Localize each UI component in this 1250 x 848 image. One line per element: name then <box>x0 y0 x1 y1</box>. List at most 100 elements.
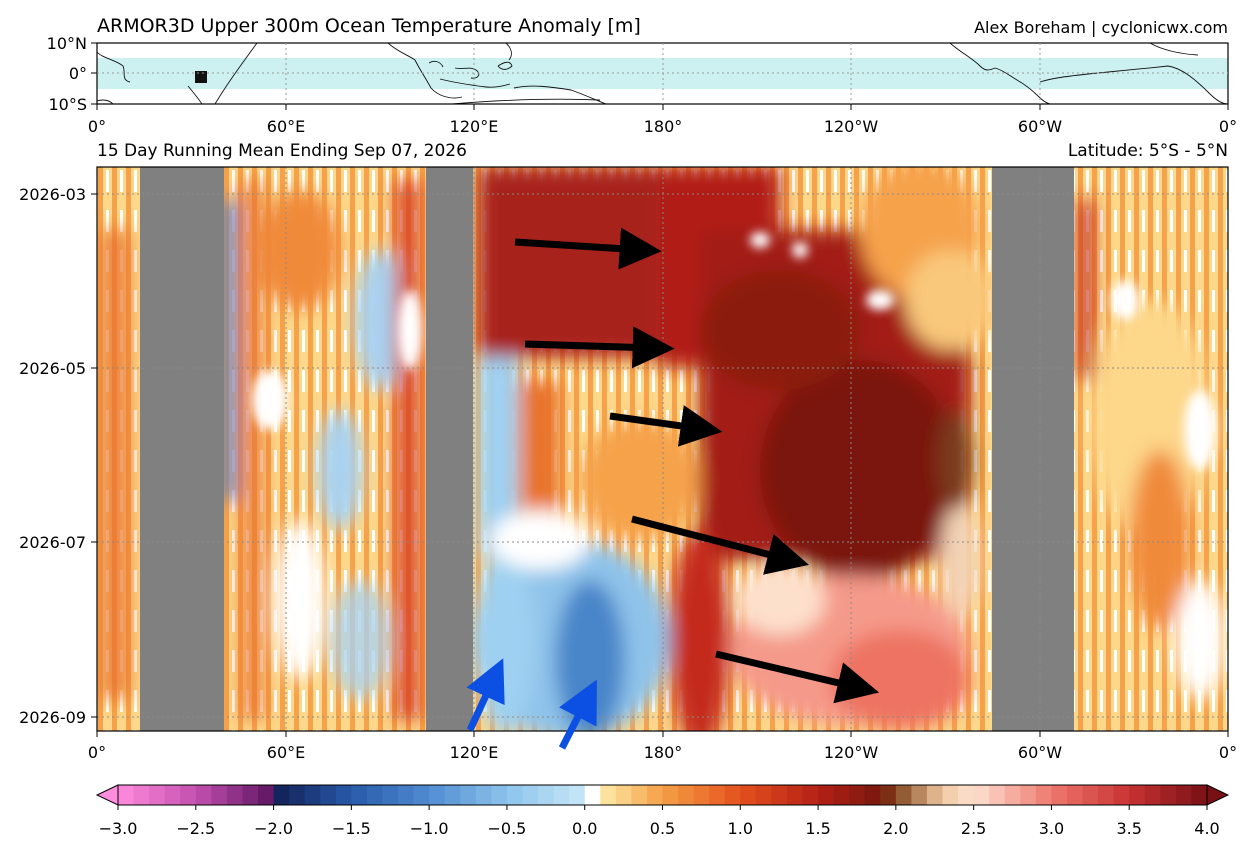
map-lon-tick: 0° <box>1219 117 1237 136</box>
colorbar-cell <box>164 785 181 805</box>
colorbar-cell <box>506 785 524 805</box>
colorbar-cell <box>786 785 804 805</box>
land-mask-maritime-continent <box>426 167 473 731</box>
colorbar-cell <box>149 785 166 805</box>
colorbar-cell <box>195 785 212 805</box>
lon-tick: 60°E <box>267 743 305 762</box>
colorbar-cell <box>289 785 306 805</box>
colorbar-cell <box>755 785 772 805</box>
colorbar-tick-label: 0.5 <box>650 819 675 838</box>
colorbar-tick-label: 4.0 <box>1194 819 1219 838</box>
colorbar-tick-label: −1.5 <box>332 819 371 838</box>
colorbar: −3.0 −2.5 −2.0 −1.5 −1.0 −0.5 0.0 0.5 1.0 1.5 2.0 2… <box>95 784 1230 838</box>
arrow-black-4 <box>631 515 809 575</box>
colorbar-ticks: −3.0 −2.5 −2.0 −1.5 −1.0 −0.5 0.0 0.5 1.0 1.5 2.0 2… <box>99 805 1220 838</box>
lon-tick: 0° <box>1219 743 1237 762</box>
lon-tick: 120°W <box>824 743 879 762</box>
colorbar-cell <box>631 785 648 805</box>
colorbar-cell <box>911 785 928 805</box>
lon-tick: 60°W <box>1018 743 1062 762</box>
colorbar-tick-label: 0.0 <box>572 819 597 838</box>
colorbar-extend-low <box>95 784 119 806</box>
colorbar-tick-label: −2.0 <box>254 819 293 838</box>
colorbar-tick-label: 2.5 <box>961 819 986 838</box>
colorbar-cell <box>398 785 415 805</box>
colorbar-cell <box>211 785 228 805</box>
colorbar-cell <box>226 785 244 805</box>
colorbar-cell <box>1098 785 1115 805</box>
map-lon-tick: 60°E <box>267 117 305 136</box>
map-lon-tick: 120°E <box>450 117 499 136</box>
land-mask-africa <box>140 167 224 731</box>
colorbar-tick-label: 1.0 <box>728 819 753 838</box>
colorbar-cell <box>849 785 866 805</box>
colorbar-cell <box>662 785 679 805</box>
arrow-blue-2 <box>558 679 597 750</box>
colorbar-cell <box>584 785 601 805</box>
colorbar-cell <box>1175 785 1193 805</box>
annotation-arrows <box>466 227 880 750</box>
colorbar-cell <box>802 785 819 805</box>
arrow-black-2 <box>524 326 675 369</box>
colorbar-cell <box>522 785 539 805</box>
coastlines <box>97 43 1228 104</box>
colorbar-cell <box>646 785 664 805</box>
colorbar-cell <box>258 785 275 805</box>
map-lon-tick: 180° <box>644 117 683 136</box>
colorbar-cell <box>1020 785 1037 805</box>
colorbar-cell <box>320 785 337 805</box>
colorbar-cell <box>926 785 944 805</box>
colorbar-cell <box>600 785 617 805</box>
arrow-blue-1 <box>466 658 505 732</box>
colorbar-cell <box>444 785 461 805</box>
colorbar-cell <box>366 785 384 805</box>
colorbar-cell <box>1113 785 1130 805</box>
time-tick: 2026-07 <box>19 533 86 552</box>
map-lon-tick: 60°W <box>1018 117 1062 136</box>
colorbar-cell <box>880 785 897 805</box>
colorbar-cell <box>740 785 757 805</box>
island-marker <box>195 71 207 83</box>
colorbar-cell <box>304 785 321 805</box>
arrow-black-3 <box>609 405 723 447</box>
colorbar-cell <box>351 785 368 805</box>
colorbar-cell <box>429 785 446 805</box>
colorbar-tick-label: −3.0 <box>99 819 138 838</box>
colorbar-cell <box>382 785 399 805</box>
colorbar-cell <box>1191 785 1208 805</box>
colorbar-cell <box>538 785 555 805</box>
colorbar-tick-label: −0.5 <box>487 819 526 838</box>
colorbar-cell <box>553 785 570 805</box>
lon-tick: 0° <box>88 743 106 762</box>
colorbar-cell <box>1129 785 1146 805</box>
colorbar-cell <box>989 785 1006 805</box>
chart-title: ARMOR3D Upper 300m Ocean Temperature Ano… <box>97 15 641 37</box>
colorbar-cell <box>460 785 477 805</box>
colorbar-tick-label: 1.5 <box>805 819 830 838</box>
colorbar-cell <box>335 785 352 805</box>
time-tick: 2026-09 <box>19 708 86 727</box>
author-credit: Alex Boreham | cyclonicwx.com <box>974 18 1228 37</box>
colorbar-cell <box>709 785 726 805</box>
map-lat-tick: 0° <box>69 64 87 83</box>
colorbar-cell <box>1144 785 1161 805</box>
hovmoller-plot: 2026-03 2026-05 2026-07 2026-09 0° 60°E … <box>19 166 1237 762</box>
map-lat-tick: 10°S <box>48 95 87 114</box>
colorbar-cell <box>771 785 788 805</box>
colorbar-cell <box>1051 785 1068 805</box>
colorbar-tick-label: −2.5 <box>176 819 215 838</box>
map-lon-tick: 120°W <box>824 117 879 136</box>
colorbar-extend-high <box>1206 784 1230 806</box>
land-mask-south-america <box>992 167 1074 731</box>
colorbar-cell <box>475 785 492 805</box>
colorbar-cell <box>1004 785 1021 805</box>
time-tick: 2026-05 <box>19 359 86 378</box>
colorbar-cell <box>133 785 150 805</box>
colorbar-cell <box>242 785 259 805</box>
lon-tick: 120°E <box>450 743 499 762</box>
colorbar-cell <box>569 785 586 805</box>
lon-tick: 180° <box>644 743 683 762</box>
colorbar-cell <box>118 785 135 805</box>
map-lat-tick: 10°N <box>47 34 87 53</box>
